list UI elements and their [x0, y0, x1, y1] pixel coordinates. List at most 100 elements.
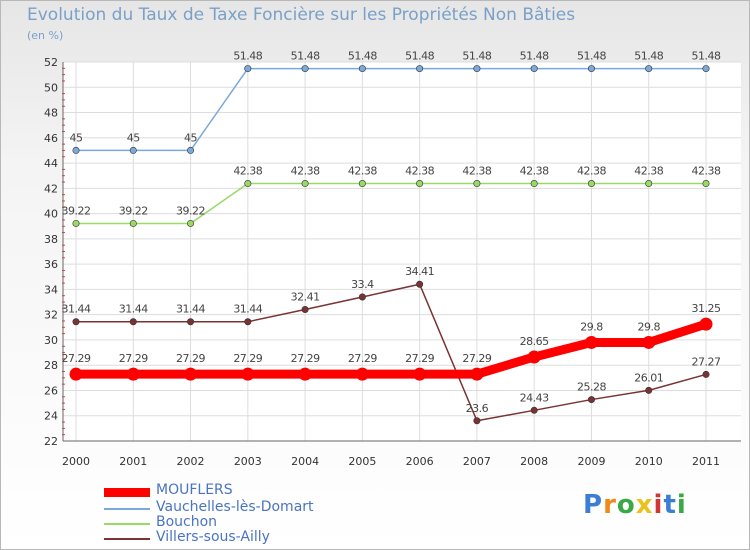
- data-label: 25.28: [577, 381, 606, 394]
- data-point: [129, 219, 137, 227]
- data-label: 31.44: [62, 303, 91, 316]
- y-tick-label: 28: [44, 359, 58, 372]
- logo-letter: r: [603, 490, 617, 520]
- logo-letter: o: [616, 490, 636, 520]
- data-point: [702, 370, 710, 378]
- data-label: 51.48: [405, 50, 434, 63]
- x-tick-label: 2004: [291, 455, 319, 468]
- data-point: [72, 219, 80, 227]
- legend-label: Villers-sous-Ailly: [156, 529, 270, 545]
- data-label: 42.38: [577, 165, 606, 178]
- data-label: 45: [184, 131, 197, 144]
- data-label: 23.6: [466, 402, 489, 415]
- data-label: 27.29: [176, 352, 205, 365]
- data-point: [72, 318, 80, 326]
- data-point: [702, 180, 710, 188]
- data-point: [416, 180, 424, 188]
- data-label: 34.41: [405, 265, 434, 278]
- legend-swatch: [104, 538, 150, 540]
- legend-swatch: [104, 508, 150, 510]
- data-label: 29.8: [580, 320, 603, 333]
- logo-letter: i: [653, 490, 664, 520]
- data-label: 27.29: [62, 352, 91, 365]
- series-mouflers: 27.29 27.29 27.29 27.29 27.29 27.29 27.29 27.29…: [62, 302, 721, 381]
- data-label: 42.38: [291, 165, 320, 178]
- y-tick-label: 46: [44, 132, 58, 145]
- y-tick-label: 44: [44, 157, 58, 170]
- data-label: 31.25: [692, 302, 721, 315]
- data-point: [473, 417, 481, 425]
- x-tick-label: 2001: [119, 455, 147, 468]
- data-label: 51.48: [233, 50, 262, 63]
- data-label: 27.29: [119, 352, 148, 365]
- y-tick-label: 48: [44, 107, 58, 120]
- data-point: [527, 350, 541, 364]
- legend-label: Bouchon: [156, 514, 218, 530]
- legend-label: Vauchelles-lès-Domart: [156, 499, 314, 515]
- data-point: [642, 335, 656, 349]
- data-point: [301, 305, 309, 313]
- logo-letter: x: [635, 490, 654, 520]
- data-point: [355, 367, 369, 381]
- data-point: [298, 367, 312, 381]
- logo-letter: t: [663, 490, 677, 520]
- data-point: [241, 367, 255, 381]
- data-label: 39.22: [62, 204, 91, 217]
- y-tick-label: 24: [44, 410, 58, 423]
- data-label: 42.38: [520, 165, 549, 178]
- data-point: [358, 180, 366, 188]
- data-label: 51.48: [577, 50, 606, 63]
- data-label: 42.38: [634, 165, 663, 178]
- data-label: 28.65: [520, 335, 549, 348]
- y-tick-label: 52: [44, 56, 58, 69]
- line-chart: 22 24 26 28 30 32 34 36 38 40 42 44 46 48 50 52 2000 2001…: [44, 50, 741, 468]
- data-point: [587, 65, 595, 73]
- data-point: [187, 146, 195, 154]
- data-label: 42.38: [405, 165, 434, 178]
- data-point: [69, 367, 83, 381]
- x-tick-label: 2000: [62, 455, 90, 468]
- data-point: [244, 65, 252, 73]
- series-line: [75, 182, 707, 225]
- data-point: [129, 146, 137, 154]
- data-label: 31.44: [119, 303, 148, 316]
- data-point: [413, 367, 427, 381]
- data-label: 31.44: [233, 303, 262, 316]
- data-label: 39.22: [119, 204, 148, 217]
- data-label: 51.48: [692, 50, 721, 63]
- data-point: [530, 406, 538, 414]
- data-label: 24.43: [520, 391, 549, 404]
- data-point: [470, 367, 484, 381]
- chart-subtitle: (en %): [27, 29, 64, 42]
- data-label: 45: [70, 131, 83, 144]
- x-tick-label: 2008: [520, 455, 548, 468]
- logo-letter: i: [676, 490, 687, 520]
- data-label: 51.48: [348, 50, 377, 63]
- y-tick-label: 34: [44, 283, 58, 296]
- data-label: 42.38: [462, 165, 491, 178]
- series-line: [71, 319, 711, 379]
- y-tick-label: 30: [44, 334, 58, 347]
- data-point: [645, 386, 653, 394]
- data-point: [416, 280, 424, 288]
- data-label: 51.48: [291, 50, 320, 63]
- data-point: [358, 65, 366, 73]
- data-label: 27.29: [405, 352, 434, 365]
- data-point: [358, 293, 366, 301]
- data-label: 39.22: [176, 204, 205, 217]
- data-label: 51.48: [462, 50, 491, 63]
- data-label: 27.27: [692, 355, 721, 368]
- x-tick-label: 2009: [577, 455, 605, 468]
- legend-label: MOUFLERS: [156, 482, 233, 498]
- data-label: 42.38: [233, 165, 262, 178]
- data-point: [187, 219, 195, 227]
- legend-swatch: [104, 523, 150, 525]
- data-label: 27.29: [462, 352, 491, 365]
- x-tick-label: 2007: [463, 455, 491, 468]
- data-label: 31.44: [176, 303, 205, 316]
- series-vauchelles-l-s-domart: 45 45 45 51.48 51.48 51.48 51.48 51.48 51.48 51.4…: [70, 50, 721, 154]
- y-tick-label: 42: [44, 182, 58, 195]
- data-point: [530, 65, 538, 73]
- data-point: [416, 65, 424, 73]
